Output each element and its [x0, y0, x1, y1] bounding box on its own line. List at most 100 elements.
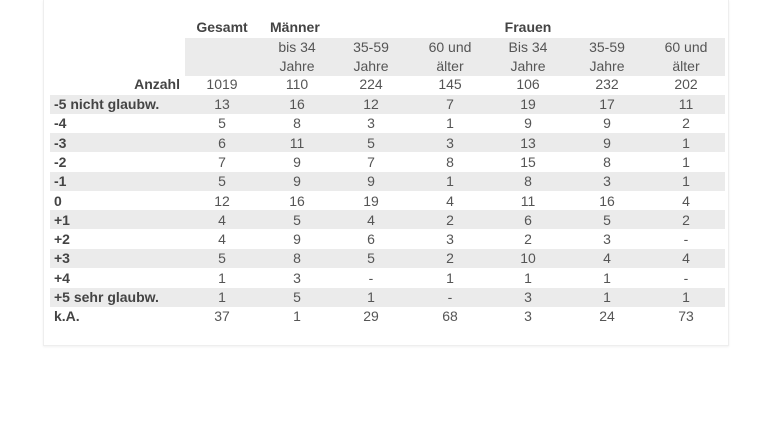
cell: 3: [446, 231, 454, 248]
cell: 8: [446, 153, 454, 170]
row-label: -2: [54, 153, 67, 170]
cell: 232: [595, 76, 619, 92]
cell: 5: [218, 250, 226, 267]
cell: 15: [520, 153, 536, 170]
cell: 2: [682, 211, 690, 228]
cell: -: [447, 289, 453, 305]
cell: 37: [214, 308, 230, 325]
cell: 1: [293, 308, 301, 325]
cell: 9: [293, 153, 301, 170]
cell: 5: [218, 115, 226, 132]
subheader: bis 34: [278, 39, 316, 55]
cell: 3: [524, 289, 532, 305]
cell: 5: [293, 211, 301, 228]
row-band: [50, 248, 725, 268]
cell: 68: [442, 308, 458, 325]
cell: -: [683, 269, 689, 286]
cell: 6: [218, 134, 226, 151]
subheader: 60 und: [428, 39, 472, 55]
cell: 5: [218, 173, 226, 190]
cell: 11: [678, 96, 694, 112]
subheader: 35-59: [353, 39, 389, 55]
subheader: 35-59: [589, 39, 625, 55]
row-label: +2: [54, 231, 70, 248]
cell: 9: [603, 134, 611, 151]
group-header: Frauen: [504, 19, 552, 35]
subheader: älter: [672, 58, 700, 74]
cell: 9: [367, 173, 375, 190]
row-label: +4: [54, 269, 70, 286]
cell: 1: [367, 289, 375, 305]
row-label: Anzahl: [134, 76, 180, 92]
cell: 110: [285, 76, 309, 92]
cell: 17: [599, 96, 615, 112]
cell: 1: [218, 269, 226, 286]
cell: 202: [674, 76, 698, 92]
row-label: -1: [54, 173, 67, 190]
row-label: +3: [54, 250, 70, 267]
cell: 3: [524, 308, 532, 325]
cell: 2: [446, 250, 454, 267]
cell: 7: [446, 96, 454, 112]
cell: 4: [218, 211, 226, 228]
cell: 2: [446, 211, 454, 228]
cell: 11: [289, 134, 305, 151]
row-band: [50, 133, 725, 153]
cell: 1: [682, 153, 690, 170]
row-label: +5 sehr glaubw.: [54, 289, 159, 305]
cell: 19: [363, 192, 379, 209]
cell: 7: [367, 153, 375, 170]
cell: 7: [218, 153, 226, 170]
cell: 1: [682, 134, 690, 151]
cell: 4: [603, 250, 611, 267]
cell: -: [368, 269, 374, 286]
cell: 73: [678, 308, 694, 325]
cell: 106: [516, 76, 540, 92]
cell: 6: [367, 231, 375, 248]
cell: 8: [524, 173, 532, 190]
cell: 9: [293, 231, 301, 248]
cell: 1: [446, 173, 454, 190]
cell: 1: [603, 269, 611, 286]
cell: 19: [520, 96, 536, 112]
cell: 5: [367, 250, 375, 267]
cell: 2: [524, 231, 532, 248]
cell: 3: [603, 173, 611, 190]
cell: 4: [367, 211, 375, 228]
cell: 13: [214, 96, 230, 112]
cell: 3: [446, 134, 454, 151]
column-header: Gesamt: [196, 19, 248, 35]
cell: 4: [682, 250, 690, 267]
row-label: 0: [54, 192, 62, 209]
cell: 5: [603, 211, 611, 228]
row-band: [50, 171, 725, 191]
group-header: Männer: [270, 19, 320, 35]
cell: 1: [603, 289, 611, 305]
row-band: [50, 287, 725, 307]
cell: 11: [520, 192, 536, 209]
cell: 4: [218, 231, 226, 248]
cell: 1: [446, 269, 454, 286]
subheader: Jahre: [589, 58, 625, 74]
row-label: -5 nicht glaubw.: [54, 96, 160, 112]
row-band: [50, 210, 725, 230]
cell: 1019: [206, 76, 238, 92]
cell: 8: [293, 250, 301, 267]
cell: 16: [599, 192, 615, 209]
subheader: Jahre: [353, 58, 389, 74]
cell: 24: [599, 308, 615, 325]
cell: -: [683, 231, 689, 248]
cell: 1: [218, 289, 226, 305]
header-band: [185, 38, 725, 76]
cell: 29: [363, 308, 379, 325]
cell: 224: [359, 76, 383, 92]
cell: 4: [446, 192, 454, 209]
cell: 10: [520, 250, 536, 267]
row-label: k.A.: [54, 308, 80, 325]
cell: 13: [520, 134, 536, 151]
row-band: [50, 94, 725, 114]
cell: 5: [367, 134, 375, 151]
table-panel: [43, 0, 729, 346]
cell: 8: [293, 115, 301, 132]
row-label: -4: [54, 115, 67, 132]
